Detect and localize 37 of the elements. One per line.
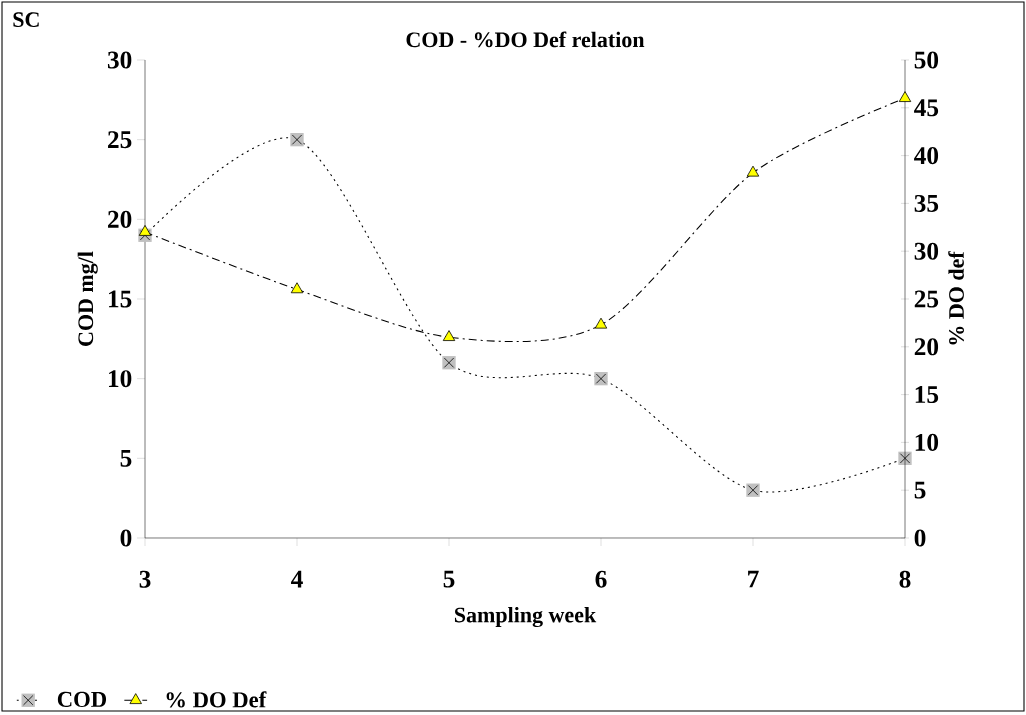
y2-tick-label: 10	[915, 434, 939, 452]
y-tick-label: 15	[108, 290, 132, 308]
x-tick-label: 4	[291, 570, 303, 588]
y2-tick-label: 0	[914, 529, 926, 547]
text: SC	[13, 12, 39, 28]
y-tick-label: 25	[108, 131, 132, 149]
y2-tick-label: 45	[914, 99, 939, 117]
y2-tick-label: 15	[915, 386, 939, 404]
y2-axis-title: % DO def	[948, 251, 964, 345]
x-tick-label: 3	[139, 570, 151, 588]
y-tick-label: 30	[107, 51, 132, 69]
y2-tick-label: 5	[914, 481, 926, 499]
y2-tick-label: 20	[914, 338, 939, 356]
x-tick-label: 7	[748, 570, 759, 588]
y-tick-label: 0	[120, 529, 132, 547]
y-tick-label: 10	[108, 370, 132, 388]
y-axis-title: COD mg/l	[77, 251, 98, 347]
y-tick-label: 5	[120, 450, 132, 467]
point	[746, 165, 760, 177]
y2-tick-label: 30	[914, 242, 939, 260]
x-axis-title: Sampling week	[454, 607, 597, 628]
point	[138, 225, 152, 237]
y2-tick-label: 40	[914, 147, 939, 165]
x-tick-label: 6	[595, 570, 607, 588]
y2-tick-label: 25	[914, 290, 939, 308]
legend-label: COD	[57, 691, 107, 708]
y2-tick-label: 50	[914, 51, 939, 69]
point	[594, 317, 608, 329]
point	[442, 330, 456, 342]
y-tick-label: 20	[108, 211, 132, 229]
point	[290, 282, 304, 294]
point	[898, 91, 912, 103]
x-tick-label: 8	[899, 570, 911, 588]
y2-tick-label: 35	[914, 195, 939, 213]
legend-label: % DO Def	[166, 691, 267, 708]
chart-title: COD - %DO Def relation	[406, 31, 645, 48]
x-tick-label: 5	[443, 570, 455, 588]
